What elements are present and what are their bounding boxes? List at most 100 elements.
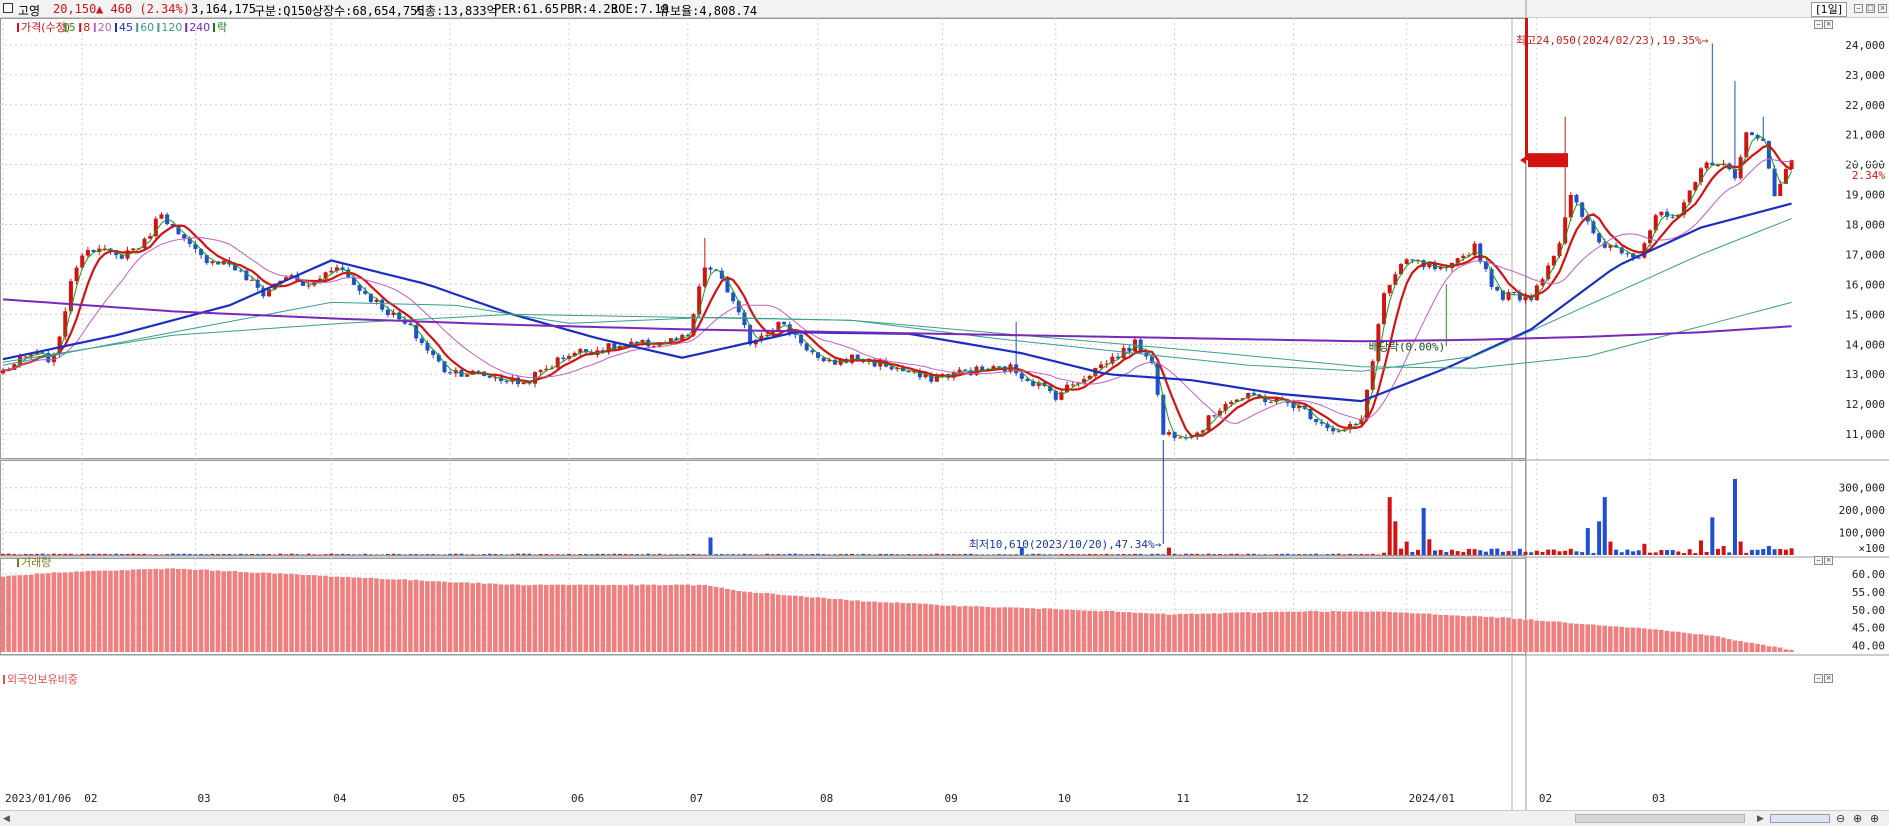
date-tick-label: 08 — [820, 792, 833, 805]
candle-body — [1495, 286, 1500, 291]
zoom-out-icon[interactable]: ⊖ — [1836, 812, 1846, 825]
price-panel-minimize[interactable]: ‒ — [1814, 20, 1823, 29]
candle-body — [284, 277, 288, 281]
ownership-bar — [260, 572, 266, 652]
ownership-bar — [300, 575, 306, 652]
candle-body — [685, 334, 690, 336]
volume-bar — [1631, 551, 1636, 555]
volume-bar — [329, 553, 334, 555]
volume-bar — [1512, 551, 1517, 555]
volume-bar — [1217, 554, 1222, 555]
legend-price-swatch — [17, 23, 19, 32]
volume-bar — [1755, 549, 1760, 555]
volume-bar — [1036, 553, 1041, 555]
volume-bar — [940, 554, 945, 555]
volume-bar — [357, 554, 362, 555]
volume-bar — [306, 553, 311, 555]
candle-body — [838, 358, 843, 365]
ownership-bar — [1364, 611, 1370, 652]
ownership-panel-minimize[interactable]: ‒ — [1814, 674, 1823, 683]
volume-tick-label: 200,000 — [1839, 504, 1885, 517]
stock-name[interactable]: 고영 — [18, 4, 41, 18]
zoom-reset-icon[interactable]: ⊕ — [1870, 812, 1880, 825]
ownership-bar — [249, 572, 255, 652]
ownership-bar — [532, 584, 538, 652]
volume-bar — [731, 554, 736, 555]
volume-bar — [1500, 551, 1505, 555]
close-button[interactable]: × — [1878, 4, 1887, 13]
volume-bar — [459, 553, 464, 555]
legend-ownership-swatch — [3, 675, 5, 684]
candle-body — [57, 336, 62, 355]
volume-bar — [1370, 553, 1375, 555]
volume-bar — [810, 553, 815, 555]
select-checkbox[interactable] — [3, 3, 13, 13]
last-price-label: 20,150 — [1845, 154, 1885, 167]
volume-bar — [1166, 547, 1171, 555]
volume-bar — [1353, 554, 1358, 555]
ownership-bar — [1675, 631, 1681, 652]
current-price: 20,150 — [53, 2, 97, 16]
candle-body — [725, 278, 730, 293]
candle-body — [719, 270, 724, 279]
ownership-panel-close[interactable]: × — [1824, 674, 1833, 683]
chart-scrollbar[interactable]: ◀ ▶ ⊖ ⊕ ⊕ — [0, 810, 1889, 826]
candle-body — [544, 368, 549, 371]
minimize-button[interactable]: ‒ — [1854, 4, 1863, 13]
volume-bar — [1659, 549, 1664, 555]
scroll-left-arrow[interactable]: ◀ — [3, 814, 10, 824]
ownership-bar — [1325, 611, 1330, 652]
price-panel-close[interactable]: × — [1824, 20, 1833, 29]
ownership-bar — [62, 572, 68, 652]
volume-panel-minimize[interactable]: ‒ — [1814, 556, 1823, 565]
volume-bar — [1517, 548, 1522, 555]
ownership-bar — [1047, 608, 1053, 652]
ownership-bar — [1664, 630, 1670, 652]
candle-body — [1127, 347, 1132, 352]
volume-bar — [1574, 551, 1579, 555]
candle-body — [776, 321, 781, 331]
ownership-bar — [855, 600, 860, 652]
volume-bar — [1382, 552, 1387, 555]
ownership-bar — [759, 593, 764, 652]
maximize-button[interactable]: □ — [1866, 4, 1875, 13]
candle-body — [1506, 292, 1511, 300]
volume-bar — [1676, 551, 1681, 555]
candle-body — [1438, 267, 1443, 270]
price-tick-label: 21,000 — [1845, 129, 1885, 142]
volume-bar — [487, 553, 492, 555]
ownership-bar — [583, 584, 589, 652]
zoom-in-icon[interactable]: ⊕ — [1853, 812, 1863, 825]
ownership-bar — [1619, 626, 1624, 652]
volume-bar — [295, 554, 300, 555]
scroll-thumb[interactable] — [1575, 814, 1745, 823]
period-selector[interactable]: [1일] — [1811, 2, 1847, 17]
candle-body — [1353, 423, 1358, 425]
volume-panel-close[interactable]: × — [1824, 556, 1833, 565]
volume-tick-label: 100,000 — [1839, 527, 1885, 540]
volume-bar — [397, 554, 402, 555]
ownership-bar — [917, 603, 923, 652]
volume-bar — [499, 554, 504, 555]
ownership-tick-label: 50.00 — [1852, 604, 1885, 617]
candle-body — [708, 267, 713, 270]
candle-body — [487, 375, 492, 378]
scroll-right-arrow[interactable]: ▶ — [1757, 814, 1764, 824]
ownership-bar — [1025, 608, 1030, 652]
candle-body — [878, 360, 883, 367]
candle-body — [329, 270, 334, 273]
volume-bar — [1257, 554, 1262, 555]
ownership-bar — [1443, 614, 1449, 652]
zoom-slider[interactable] — [1770, 814, 1830, 823]
legend-volume-swatch — [17, 558, 19, 567]
volume-bar — [6, 553, 11, 555]
candle-body — [634, 341, 639, 343]
last-price-tag — [1528, 153, 1568, 168]
volume-bar — [187, 553, 192, 555]
volume-bar — [114, 553, 119, 555]
ownership-bar — [521, 585, 526, 652]
ownership-bar — [136, 569, 142, 652]
ownership-bar — [379, 579, 385, 652]
